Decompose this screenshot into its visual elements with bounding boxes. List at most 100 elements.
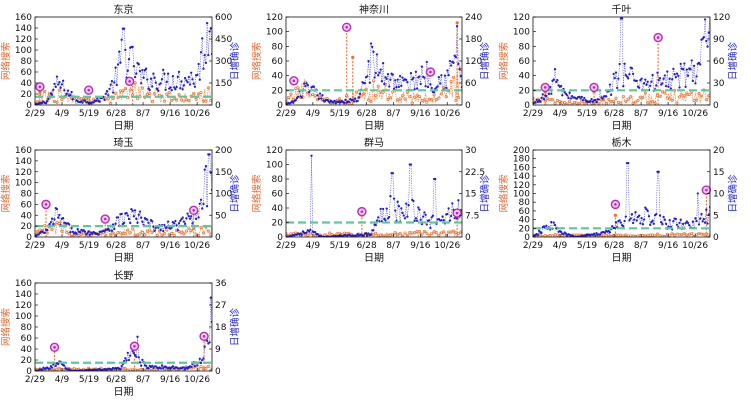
left-tick-label: 60: [272, 57, 284, 67]
cases-point: [152, 225, 155, 228]
cases-point: [686, 74, 690, 77]
search-point: [648, 101, 652, 105]
cases-point: [83, 230, 87, 233]
search-point: [126, 228, 130, 232]
cases-point: [657, 79, 660, 82]
right-tick-label: 100: [215, 190, 232, 200]
right-tick-label: 5: [713, 211, 719, 221]
cases-point: [49, 92, 53, 95]
right-axis-label: 日增确诊: [229, 174, 241, 213]
search-point: [422, 98, 426, 102]
search-point: [641, 95, 645, 100]
search-point: [349, 101, 354, 105]
cases-point: [448, 219, 452, 222]
left-tick-label: 100: [266, 161, 283, 171]
panel-title: 千叶: [612, 4, 632, 16]
cases-point: [630, 67, 634, 70]
cases-point: [392, 197, 396, 200]
cases-point: [441, 215, 444, 218]
search-point: [563, 101, 567, 105]
search-point: [362, 92, 366, 96]
alert-marker-dot: [38, 85, 42, 89]
cases-point: [649, 84, 652, 88]
cases-point: [83, 99, 87, 102]
cases-point: [125, 212, 128, 215]
cases-point: [119, 368, 122, 371]
search-point: [35, 229, 39, 234]
left-tick-label: 60: [519, 57, 531, 67]
plot-area: [286, 154, 462, 237]
search-point: [209, 368, 212, 371]
search-point: [682, 94, 686, 98]
cases-point: [684, 85, 687, 88]
cases-point: [673, 73, 676, 76]
left-tick-label: 40: [272, 204, 284, 214]
cases-point: [619, 221, 623, 224]
cases-point: [385, 77, 388, 81]
cases-point: [439, 82, 442, 85]
cases-point: [104, 92, 107, 95]
cases-point: [709, 9, 711, 11]
cases-point: [180, 217, 183, 221]
cases-point: [136, 335, 139, 338]
cases-point: [183, 368, 187, 371]
cases-point: [105, 90, 109, 93]
search-point: [87, 97, 91, 101]
left-tick-label: 100: [15, 179, 32, 189]
cases-point: [61, 79, 65, 82]
search-point: [328, 231, 332, 235]
search-point: [145, 229, 149, 233]
cases-point: [397, 85, 401, 89]
cases-point: [160, 364, 164, 367]
search-point: [209, 99, 212, 103]
left-axis-label: 网络搜索: [0, 308, 12, 346]
cases-point: [699, 63, 702, 66]
cases-point: [306, 84, 309, 87]
cases-point: [647, 215, 651, 218]
cases-point: [320, 97, 323, 100]
search-point: [413, 231, 417, 235]
cases-point: [177, 222, 181, 225]
cases-point: [53, 218, 56, 221]
cases-point: [553, 67, 557, 71]
cases-point: [589, 100, 592, 103]
search-point: [533, 97, 535, 101]
cases-point: [642, 218, 646, 221]
cases-point: [63, 89, 66, 92]
cases-point: [188, 217, 192, 220]
cases-point: [318, 92, 322, 95]
cases-point: [703, 221, 707, 224]
x-tick-label: 8/7: [136, 109, 150, 119]
cases-point: [114, 66, 117, 69]
cases-point: [151, 85, 154, 88]
cases-point: [129, 221, 132, 225]
search-point: [60, 97, 64, 102]
cases-point: [446, 212, 449, 216]
search-point: [192, 91, 196, 96]
cases-point: [187, 215, 190, 218]
right-tick-label: 50: [215, 211, 227, 221]
x-tick-label: 6/28: [604, 241, 624, 251]
cases-point: [623, 219, 626, 223]
cases-point: [115, 83, 118, 87]
cases-point: [133, 75, 137, 79]
alert-marker-dot: [656, 36, 660, 39]
cases-point: [190, 215, 193, 218]
x-tick-label: 2/29: [25, 241, 45, 251]
search-point: [199, 365, 203, 369]
left-tick-label: 140: [15, 24, 32, 34]
cases-point: [375, 53, 379, 56]
search-point: [543, 233, 547, 237]
right-tick-label: 36: [215, 279, 227, 289]
cases-point: [186, 81, 189, 84]
x-tick-label: 9/16: [160, 375, 180, 385]
cases-point: [294, 99, 297, 102]
search-point: [308, 232, 312, 236]
cases-point: [54, 364, 57, 368]
x-tick-label: 9/16: [410, 109, 430, 119]
cases-point: [437, 76, 441, 79]
cases-point: [641, 223, 645, 226]
x-tick-label: 4/9: [55, 241, 70, 251]
cases-point: [369, 233, 373, 236]
search-point: [430, 98, 434, 102]
